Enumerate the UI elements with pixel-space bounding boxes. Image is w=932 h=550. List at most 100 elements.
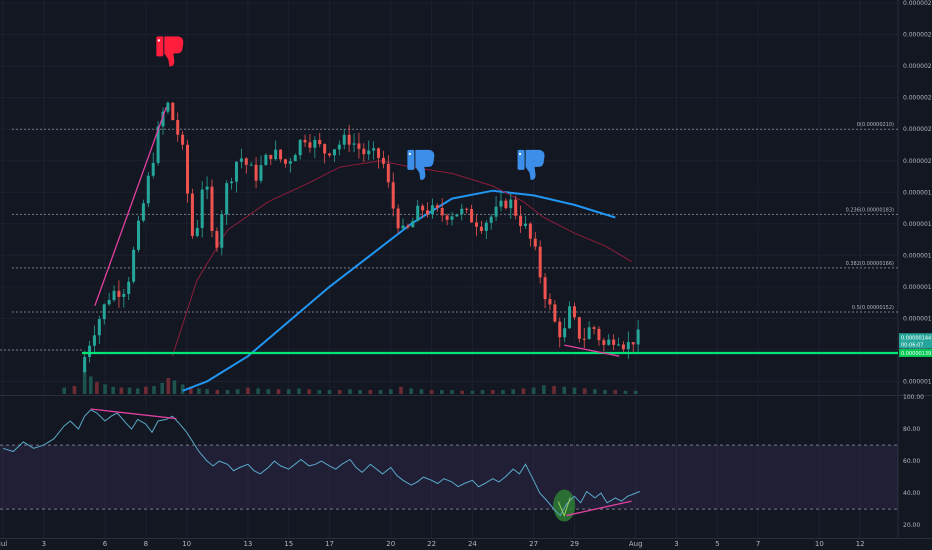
volume-bar [276,389,281,394]
candle-body [538,246,542,278]
volume-bar [542,385,546,394]
candle-body [264,154,268,166]
volume-bar [501,390,505,394]
price-axis-label: 0.00000230 [903,63,932,70]
candle-body [430,205,434,215]
price-trendline[interactable] [564,344,620,357]
volume-bar [317,390,322,394]
volume-bar [225,390,230,394]
fib-level-label: 0.236(0.00000183) [846,207,894,213]
candle-body [587,327,591,340]
volume-bar [188,386,193,394]
candle-body [97,319,101,336]
volume-bar [429,390,434,394]
volume-bar [256,388,260,394]
price-axis-label: 0.00000200 [903,158,932,165]
candle-body [176,120,180,135]
date-axis-label: 20 [386,540,395,548]
price-tag-label: 00:06:07 [901,343,923,349]
candle-body [582,338,586,340]
price-axis-label: 0.00000180 [903,221,932,228]
volume-bar [552,386,556,394]
candle-body [416,205,420,222]
volume-bar [205,389,209,394]
volume-bar [197,388,201,394]
date-axis-label: 22 [427,540,436,548]
price-trendline[interactable] [94,106,167,306]
candle-body [509,199,513,209]
candle-body [122,293,126,297]
candle-body [631,342,635,345]
volume-bar [511,389,516,394]
candle-body [205,186,209,190]
volume-bar [82,370,87,394]
volume-bar [337,390,342,394]
candle-body [137,220,141,250]
date-axis-label: 6 [103,540,108,548]
candle-body [107,300,111,305]
volume-bar [439,390,444,394]
candle-body [151,162,155,176]
volume-bar [460,390,465,394]
candle-body [274,149,278,160]
date-axis-label: 3 [674,540,678,548]
volume-bar [135,388,140,394]
candle-body [435,205,439,208]
candle-body [465,208,469,210]
candle-body [288,161,292,164]
candle-body [323,144,327,154]
candle-body [523,223,527,227]
thumbs-down-blue-icon[interactable] [517,149,545,180]
candle-body [328,153,332,156]
candle-body [117,290,121,297]
candle-body [597,328,601,341]
candle-body [504,200,508,209]
candle-body [470,209,474,223]
candle-body [215,230,219,248]
volume-bar [103,384,107,394]
candle-body [283,159,287,164]
volume-bar [388,389,393,394]
candle-body [181,134,185,145]
date-axis-label: 27 [529,540,538,548]
rsi-divergence-line[interactable] [90,408,177,420]
price-axis-label: 0.00000220 [903,95,932,102]
thumbs-down-blue-icon[interactable] [407,149,435,180]
candle-body [146,175,150,204]
candle-body [234,161,238,182]
rsi-axis-label: 40.00 [903,490,920,497]
volume-bar [603,390,607,394]
candle-body [391,182,395,209]
candle-body [220,214,224,248]
candle-body [572,306,576,318]
candle-body [421,205,425,211]
candle-body [195,227,199,236]
rsi-axis-label: 100.00 [903,394,924,401]
thumbs-down-red-icon[interactable] [156,36,184,67]
date-axis-label: 12 [856,540,865,548]
date-axis-label: 10 [182,540,191,548]
candle-body [401,225,405,229]
price-tag [899,340,932,349]
date-axis-label: 24 [468,540,477,548]
candle-body [279,149,283,160]
candle-body [210,186,214,231]
candle-body [313,139,317,148]
candle-body [455,214,459,217]
drawings[interactable] [0,36,898,357]
volume-bar [327,390,332,394]
volume-bar [235,389,240,394]
rsi-divergence-line[interactable] [566,500,632,517]
date-axis-label: 5 [715,540,719,548]
volume-bar [215,390,220,394]
volume-bar [348,389,352,394]
candle-body [185,144,189,194]
volume-bar [531,387,536,394]
rsi-pane[interactable] [0,408,898,522]
price-axis-label: 0.00000130 [903,378,932,385]
fib-level-label: 0.382(0.00000166) [846,261,894,267]
fibonacci-retracement[interactable]: 0(0.00000210) 0.236(0.00000183) 0.382(0.00… [12,122,898,313]
price-axis-label: 0.00000240 [903,32,932,39]
